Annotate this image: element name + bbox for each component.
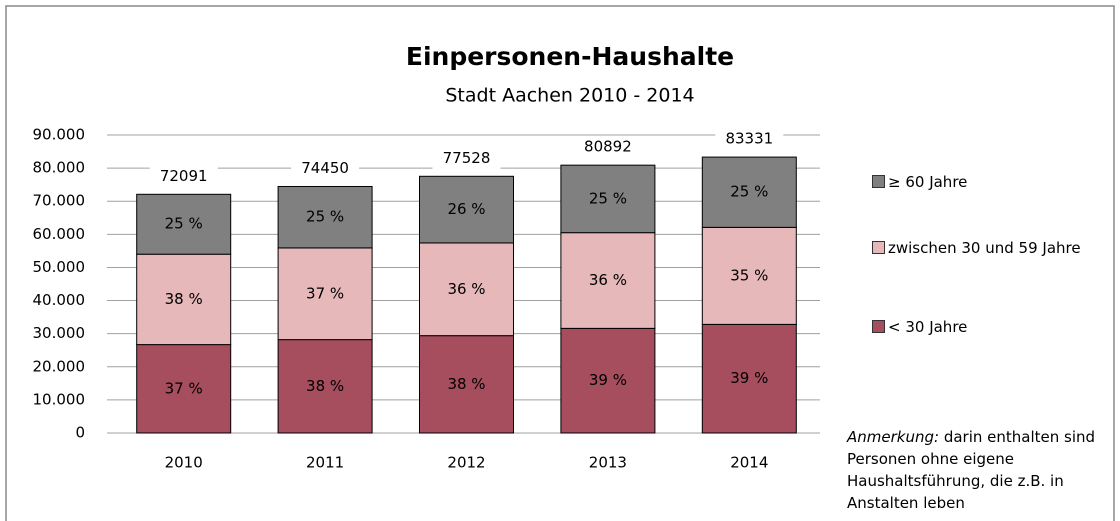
data-label: 37 %: [306, 284, 344, 302]
total-label: 83331: [725, 130, 773, 148]
total-label-bg: [291, 157, 360, 180]
total-label: 80892: [584, 138, 632, 156]
x-tick-label: 2014: [730, 454, 768, 472]
data-label: 39 %: [589, 371, 627, 389]
chart-subtitle: Stadt Aachen 2010 - 2014: [445, 85, 694, 107]
annotation: Anmerkung: darin enthalten sind Personen…: [847, 426, 1107, 514]
data-label: 38 %: [306, 377, 344, 395]
total-label-bg: [573, 136, 642, 159]
bar-segment: [419, 175, 514, 244]
y-tick-label: 10.000: [33, 390, 86, 408]
data-label: 36 %: [589, 271, 627, 289]
bar-segment: [277, 247, 373, 341]
bar-segment: [419, 335, 514, 434]
bar-segment: [560, 232, 656, 329]
bar-segment: [701, 323, 797, 434]
x-tick-label: 2012: [447, 454, 485, 472]
data-label: 25 %: [165, 215, 203, 233]
data-label: 37 %: [165, 379, 203, 397]
total-label-bg: [432, 147, 501, 170]
data-label: 35 %: [730, 266, 768, 284]
frame: [5, 5, 1115, 521]
y-tick-label: 80.000: [33, 159, 86, 177]
bar-segment: [136, 253, 232, 346]
x-tick-label: 2010: [165, 454, 203, 472]
data-label: 25 %: [306, 208, 344, 226]
y-tick-label: 30.000: [33, 324, 86, 342]
total-label-bg: [149, 165, 218, 188]
annotation-label: Anmerkung:: [847, 428, 940, 446]
legend-label: ≥ 60 Jahre: [888, 173, 968, 191]
x-tick-label: 2013: [589, 454, 627, 472]
total-label: 74450: [301, 159, 349, 177]
legend-entry: < 30 Jahre: [872, 316, 1102, 338]
data-label: 25 %: [730, 183, 768, 201]
data-label: 38 %: [165, 290, 203, 308]
y-tick-label: 20.000: [33, 357, 86, 375]
total-label: 72091: [160, 167, 208, 185]
total-label: 77528: [443, 149, 491, 167]
data-label: 38 %: [447, 375, 485, 393]
bar-segment: [419, 242, 514, 337]
data-label: 25 %: [589, 189, 627, 207]
y-tick-label: 40.000: [33, 291, 86, 309]
data-label: 36 %: [447, 280, 485, 298]
bar-segment: [136, 193, 232, 255]
total-label-bg: [715, 128, 784, 151]
y-tick-label: 50.000: [33, 258, 86, 276]
legend-label: < 30 Jahre: [888, 318, 968, 336]
legend-swatch: [872, 175, 885, 188]
legend-swatch: [872, 320, 885, 333]
bar-segment: [560, 327, 656, 434]
y-tick-label: 70.000: [33, 192, 86, 210]
annotation-text: darin enthalten sind Personen ohne eigen…: [847, 428, 1096, 512]
legend-swatch: [872, 241, 885, 254]
legend-entry: zwischen 30 und 59 Jahre: [872, 237, 1102, 259]
bar-segment: [277, 185, 373, 249]
y-tick-label: 90.000: [33, 126, 86, 144]
bar-segment: [701, 156, 797, 228]
data-label: 39 %: [730, 369, 768, 387]
x-tick-label: 2011: [306, 454, 344, 472]
bar-segment: [277, 339, 373, 434]
y-tick-label: 60.000: [33, 225, 86, 243]
legend-label: zwischen 30 und 59 Jahre: [888, 239, 1081, 257]
bar-segment: [560, 164, 656, 234]
chart-title: Einpersonen-Haushalte: [406, 42, 734, 71]
data-label: 26 %: [447, 200, 485, 218]
y-tick-label: 0: [75, 424, 85, 442]
bar-segment: [701, 226, 797, 325]
legend-entry: ≥ 60 Jahre: [872, 171, 1102, 193]
